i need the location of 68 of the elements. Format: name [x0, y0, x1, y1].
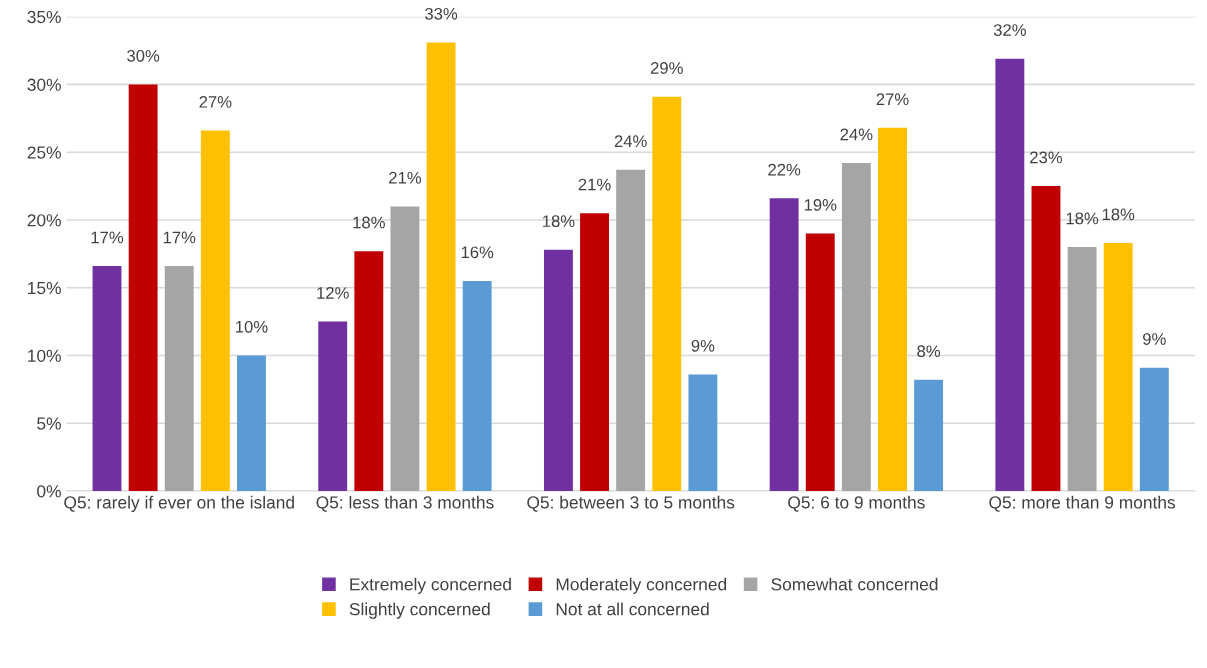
- data-label: 24%: [614, 135, 647, 148]
- data-label: 9%: [1143, 333, 1166, 345]
- legend-label: Moderately concerned: [556, 577, 727, 594]
- y-tick-label: 20%: [27, 214, 61, 227]
- bar: [616, 169, 646, 491]
- data-label: 18%: [1066, 212, 1099, 225]
- data-label: 9%: [691, 339, 715, 352]
- x-tick-label: Q5: more than 9 months: [989, 495, 1176, 512]
- bar: [462, 280, 492, 491]
- x-tick-label: Q5: less than 3 months: [316, 495, 494, 512]
- legend-label: Extremely concerned: [350, 577, 511, 594]
- data-label: 22%: [768, 163, 801, 176]
- bar: [164, 266, 194, 491]
- bar: [841, 163, 871, 491]
- legend-label: Not at all concerned: [556, 602, 709, 616]
- data-label: 17%: [91, 231, 124, 244]
- y-tick-label: 0%: [37, 485, 61, 498]
- legend-label: Somewhat concerned: [771, 577, 938, 591]
- bar: [354, 251, 384, 491]
- data-label: 18%: [353, 216, 385, 229]
- bar: [688, 374, 718, 491]
- bar: [92, 266, 122, 491]
- y-tick-label: 35%: [27, 10, 61, 24]
- bar: [805, 233, 835, 491]
- y-tick-label: 15%: [28, 281, 61, 295]
- y-tick-label: 30%: [27, 78, 61, 91]
- bar: [580, 213, 609, 491]
- data-label: 8%: [917, 345, 941, 358]
- bar: [914, 379, 944, 491]
- data-label: 30%: [127, 49, 160, 62]
- data-label: 17%: [163, 231, 196, 244]
- y-tick-label: 25%: [27, 146, 61, 159]
- bar: [237, 355, 266, 491]
- data-label: 27%: [876, 93, 909, 106]
- data-label: 29%: [650, 62, 683, 74]
- bar: [1031, 186, 1061, 491]
- data-label: 12%: [317, 287, 349, 299]
- data-label: 27%: [199, 95, 232, 108]
- bar: [390, 206, 420, 491]
- legend-label: Slightly concerned: [349, 602, 490, 619]
- bar: [1067, 247, 1097, 491]
- bar: [769, 198, 799, 491]
- data-label: 18%: [543, 215, 575, 228]
- data-label: 21%: [578, 178, 611, 191]
- data-label: 23%: [1030, 151, 1063, 164]
- x-tick-label: Q5: between 3 to 5 months: [527, 495, 735, 512]
- bar: [1139, 367, 1169, 491]
- bar: [1103, 243, 1133, 491]
- bar: [878, 127, 907, 491]
- bar: [128, 84, 158, 491]
- data-label: 32%: [993, 24, 1026, 36]
- bar: [318, 321, 348, 491]
- bar: [426, 42, 456, 491]
- bar: [995, 58, 1025, 491]
- bar: [652, 96, 682, 491]
- bar: [543, 249, 573, 491]
- y-tick-label: 5%: [37, 417, 61, 430]
- x-tick-label: Q5: rarely if ever on the island: [64, 495, 294, 513]
- y-tick-label: 10%: [28, 349, 61, 362]
- bar: [200, 130, 230, 491]
- data-label: 18%: [1102, 208, 1135, 221]
- data-label: 16%: [461, 246, 494, 259]
- data-label: 24%: [840, 128, 873, 141]
- data-label: 19%: [804, 198, 837, 211]
- x-tick-label: Q5: 6 to 9 months: [788, 495, 925, 512]
- data-label: 33%: [425, 7, 458, 20]
- data-label: 21%: [389, 171, 422, 184]
- data-label: 10%: [236, 320, 268, 333]
